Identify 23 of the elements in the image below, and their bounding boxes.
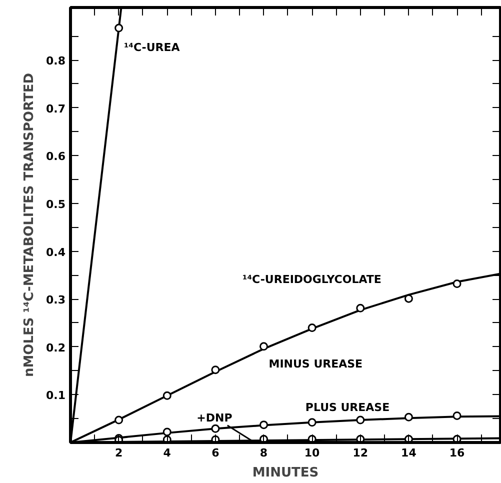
y-tick-label: 0.3 <box>46 294 66 307</box>
x-tick-label: 2 <box>114 446 123 460</box>
annotation: ¹⁴C-UREIDOGLYCOLATE <box>242 273 382 286</box>
x-tick-label: 10 <box>304 446 320 460</box>
y-tick-label: 0.6 <box>46 150 66 164</box>
annotation: +DNP <box>196 412 232 425</box>
y-tick-label: 0.5 <box>46 198 66 211</box>
y-tick-label: 0.7 <box>46 102 66 116</box>
y-axis-title: nMOLES ¹⁴C-METABOLITES TRANSPORTED <box>22 72 38 378</box>
annotation: PLUS UREASE <box>305 401 390 414</box>
y-tick-label: 0.2 <box>46 341 66 354</box>
x-tick-label: 12 <box>352 446 368 460</box>
x-tick-label: 8 <box>260 446 268 460</box>
y-tick-label: 0.1 <box>46 389 66 402</box>
x-axis-title: MINUTES <box>252 466 319 480</box>
annotation: ¹⁴C-UREA <box>124 41 180 54</box>
x-tick-label: 6 <box>212 446 220 460</box>
annotation: MINUS UREASE <box>268 357 363 370</box>
x-tick-label: 14 <box>401 446 417 460</box>
x-tick-label: 4 <box>163 446 172 460</box>
y-tick-label: 0.8 <box>46 54 66 68</box>
x-tick-label: 16 <box>449 446 466 460</box>
y-tick-label: 0.4 <box>46 246 66 259</box>
